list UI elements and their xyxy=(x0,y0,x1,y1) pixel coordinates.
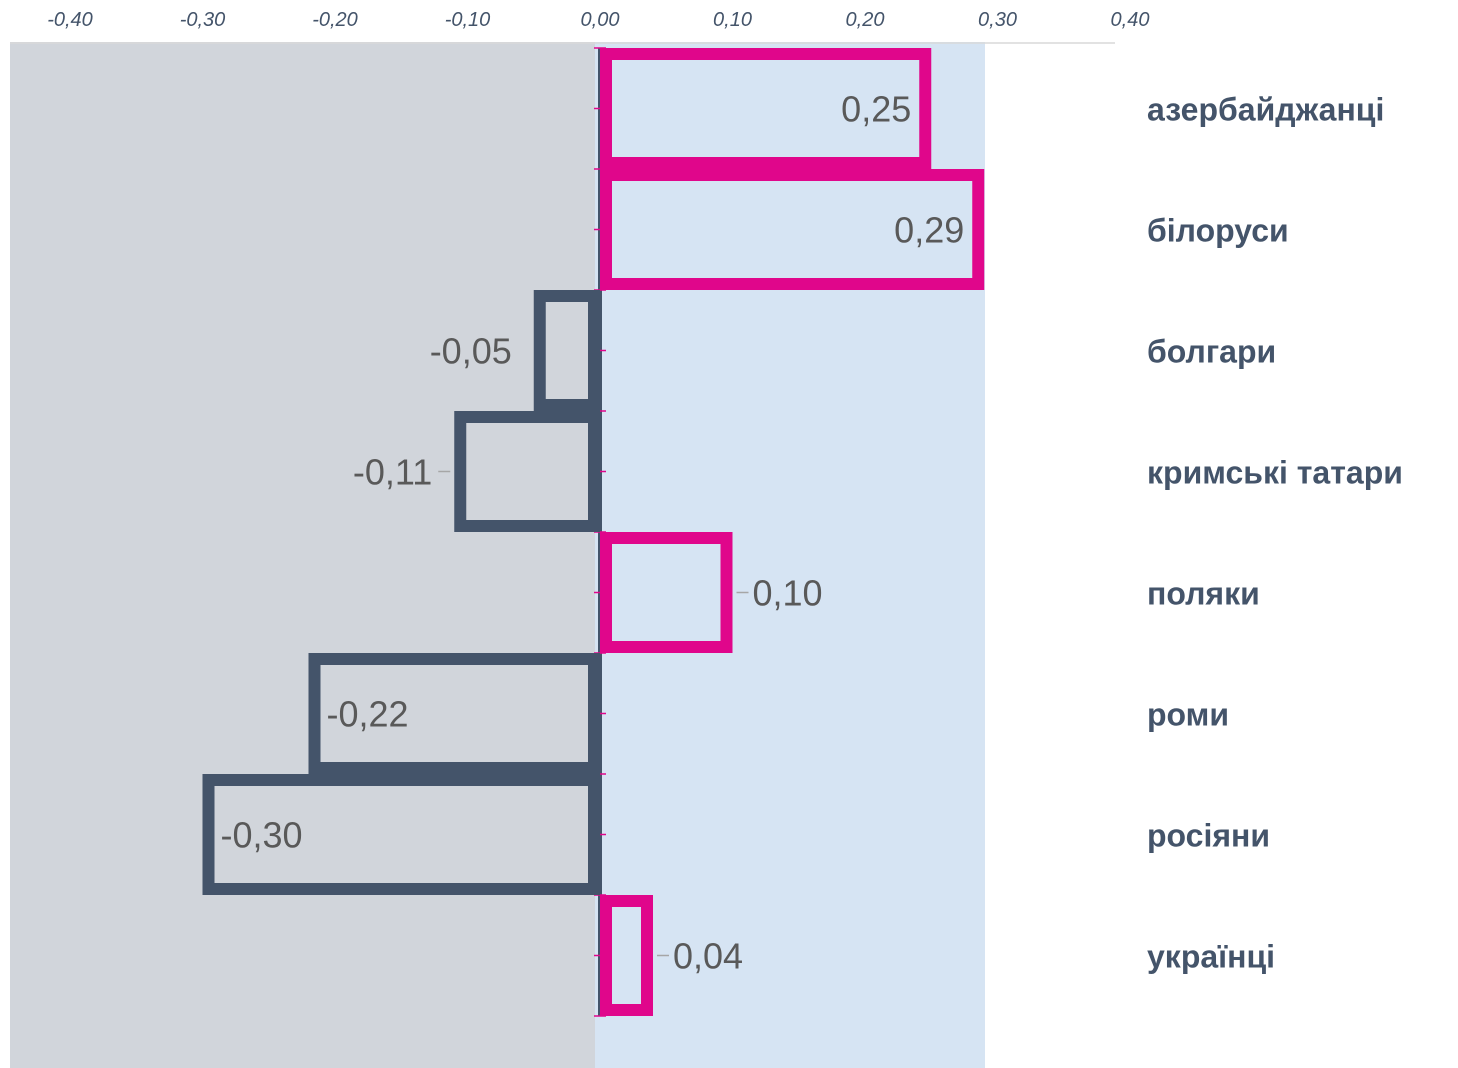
x-tick-label: 0,30 xyxy=(978,9,1017,31)
x-tick-label: -0,10 xyxy=(445,9,491,31)
category-label: болгари xyxy=(1147,334,1276,370)
value-label: 0,10 xyxy=(753,573,823,614)
x-tick-label: -0,20 xyxy=(312,9,358,31)
category-label: росіяни xyxy=(1147,818,1270,854)
category-label: роми xyxy=(1147,697,1229,733)
category-label: азербайджанці xyxy=(1147,92,1384,128)
value-label: -0,30 xyxy=(221,815,303,856)
bar xyxy=(454,411,600,532)
positive-region-background xyxy=(595,42,985,1068)
category-label: українці xyxy=(1147,939,1275,975)
bar xyxy=(600,532,733,653)
x-tick-label: -0,40 xyxy=(47,9,93,31)
value-label: -0,05 xyxy=(430,331,512,372)
category-label: білоруси xyxy=(1147,213,1289,249)
x-tick-label: 0,40 xyxy=(1111,9,1150,31)
value-label: 0,29 xyxy=(894,210,964,251)
bar xyxy=(533,290,600,411)
value-label: 0,25 xyxy=(841,89,911,130)
value-label: -0,22 xyxy=(327,694,409,735)
x-tick-label: -0,30 xyxy=(180,9,226,31)
bar xyxy=(202,774,600,895)
bar xyxy=(600,48,932,169)
value-label: -0,11 xyxy=(353,452,432,493)
value-label: 0,04 xyxy=(673,936,743,977)
bar xyxy=(600,895,653,1016)
bar xyxy=(308,653,600,774)
category-label: поляки xyxy=(1147,576,1260,612)
x-tick-label: 0,00 xyxy=(581,9,620,31)
x-tick-label: 0,10 xyxy=(713,9,752,31)
category-label: кримські татари xyxy=(1147,455,1403,491)
bar xyxy=(600,169,985,290)
negative-region-background xyxy=(10,42,595,1068)
x-tick-label: 0,20 xyxy=(846,9,885,31)
